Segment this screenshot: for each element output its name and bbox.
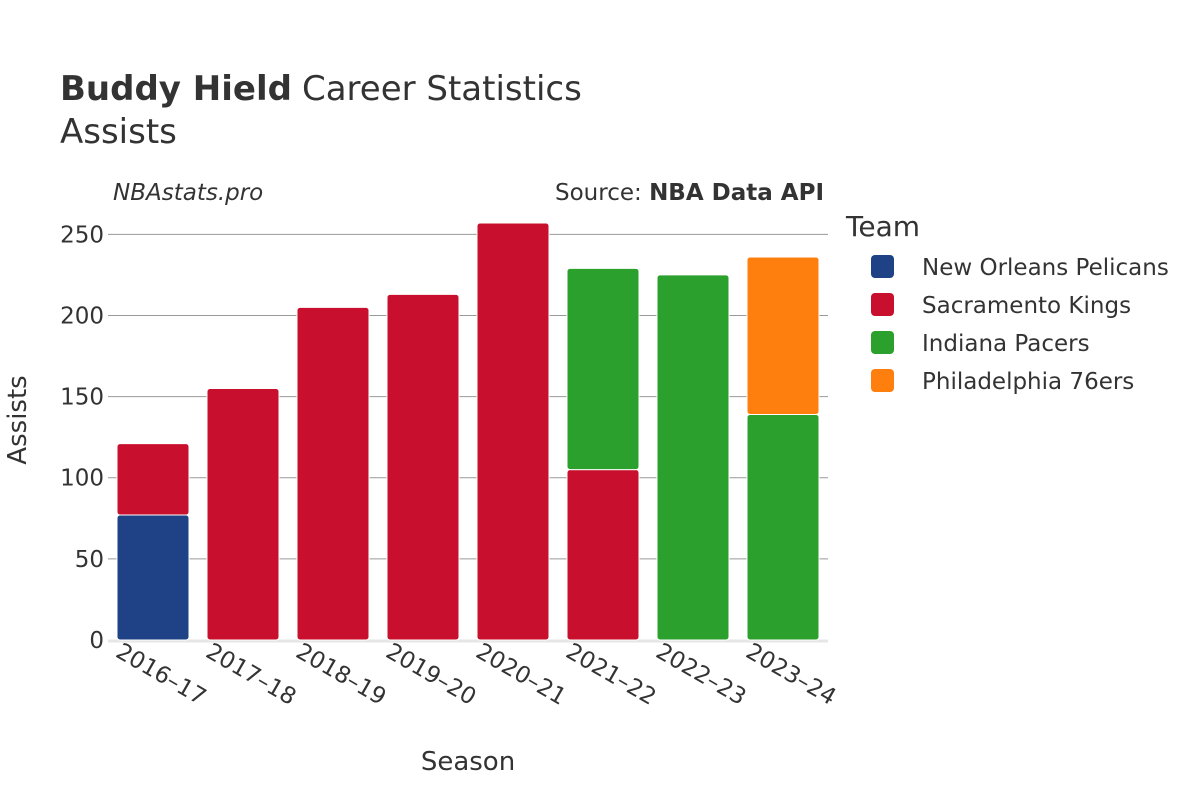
bar-segment[interactable]	[656, 274, 730, 641]
bar-segment[interactable]	[386, 293, 460, 641]
bar-segment[interactable]	[746, 413, 820, 641]
bar-segment[interactable]	[746, 256, 820, 415]
y-tick-label: 150	[60, 385, 104, 411]
bar-segment[interactable]	[116, 443, 190, 516]
y-tick-label: 50	[75, 547, 104, 573]
bar-segment[interactable]	[566, 267, 640, 471]
legend-swatch	[871, 255, 894, 278]
x-tick-label: 2019–20	[381, 639, 480, 711]
y-tick-labels: 0 50 100 150 200 250	[60, 222, 104, 654]
bar-segment[interactable]	[116, 514, 190, 641]
legend-swatch	[871, 293, 894, 316]
source-prefix: Source:	[555, 180, 649, 206]
x-tick-labels: 2016–172017–182018–192019–202020–212021–…	[111, 639, 840, 711]
y-axis-title: Assists	[3, 375, 33, 464]
x-tick-label: 2018–19	[291, 639, 390, 711]
x-tick-label: 2020–21	[471, 639, 570, 711]
watermark: NBAstats.pro	[113, 180, 263, 206]
chart-title-rest: Career Statistics	[302, 69, 582, 109]
legend-item-label: Philadelphia 76ers	[922, 369, 1134, 395]
chart-subtitle: Assists	[60, 112, 177, 152]
y-tick-label: 0	[89, 628, 104, 654]
chart-title-player: Buddy Hield	[60, 69, 292, 109]
legend-title: Team	[845, 210, 920, 243]
source-name: NBA Data API	[649, 180, 824, 206]
legend-item-label: Indiana Pacers	[922, 331, 1090, 357]
x-tick-label: 2022–23	[651, 639, 750, 711]
bar-segment[interactable]	[296, 306, 370, 641]
legend-item-label: New Orleans Pelicans	[922, 255, 1169, 281]
x-tick-label: 2016–17	[111, 639, 210, 711]
chart-title: Buddy Hield Career Statistics	[60, 69, 582, 109]
source-credit: Source: NBA Data API	[555, 180, 824, 206]
bar-segment[interactable]	[476, 222, 550, 641]
x-tick-label: 2021–22	[561, 639, 660, 711]
bar-segment[interactable]	[566, 469, 640, 641]
y-tick-label: 250	[60, 222, 104, 248]
legend-swatch	[871, 331, 894, 354]
x-tick-label: 2017–18	[201, 639, 300, 711]
bars	[116, 222, 820, 641]
legend-swatch	[871, 369, 894, 392]
y-tick-label: 100	[60, 466, 104, 492]
x-axis-title: Season	[421, 747, 515, 777]
legend: New Orleans Pelicans Sacramento Kings Indi…	[871, 255, 1169, 395]
x-tick-label: 2023–24	[741, 639, 840, 711]
y-tick-label: 200	[60, 303, 104, 329]
legend-item-label: Sacramento Kings	[922, 293, 1131, 319]
bar-segment[interactable]	[206, 387, 280, 641]
